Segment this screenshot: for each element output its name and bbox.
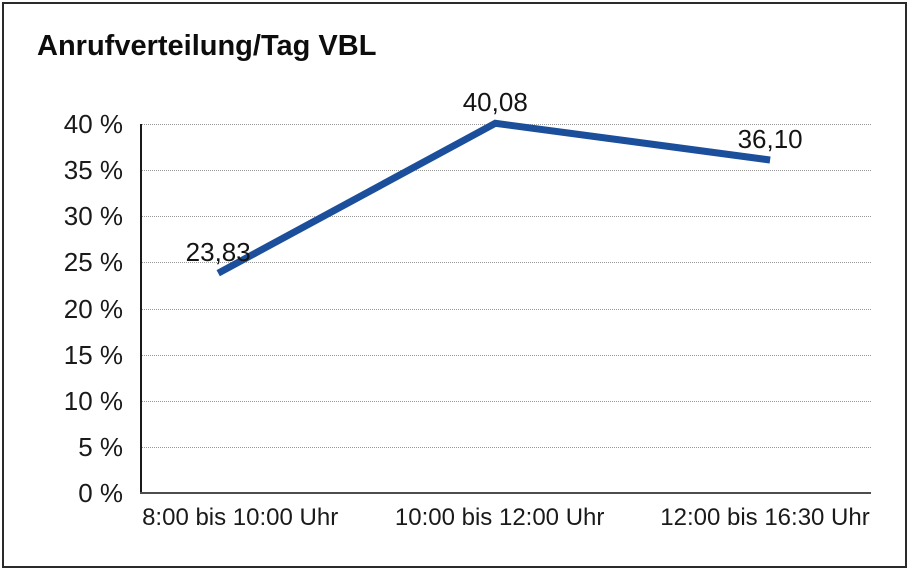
x-tick-label-3: 12:00 bis 16:30 Uhr <box>660 504 870 531</box>
gridline-20 <box>142 308 871 310</box>
gridline-15 <box>142 354 871 356</box>
gridline-30 <box>142 216 871 218</box>
y-tick-label-10: 10 % <box>63 385 123 416</box>
gridline-10 <box>142 400 871 402</box>
y-tick-label-25: 25 % <box>63 247 123 278</box>
data-label-1: 23,83 <box>185 237 251 268</box>
y-tick-label-40: 40 % <box>63 109 123 139</box>
y-tick-label-35: 35 % <box>63 155 123 186</box>
series-line <box>216 119 771 277</box>
y-tick-label-5: 5 % <box>78 431 123 462</box>
data-label-2: 40,08 <box>462 87 528 118</box>
chart-title: Anrufverteilung/Tag VBL <box>37 30 377 62</box>
x-tick-label-1: 8:00 bis 10:00 Uhr <box>142 504 339 531</box>
y-tick-label-20: 20 % <box>63 293 123 324</box>
gridline-35 <box>142 170 871 172</box>
gridline-5 <box>142 446 871 448</box>
y-tick-label-15: 15 % <box>63 339 123 370</box>
x-axis-line <box>140 492 871 494</box>
data-label-3: 36,10 <box>737 123 803 154</box>
x-tick-label-2: 10:00 bis 12:00 Uhr <box>394 504 605 531</box>
y-axis-line <box>140 124 142 493</box>
y-tick-label-0: 0 % <box>78 478 123 508</box>
y-tick-label-30: 30 % <box>63 201 123 232</box>
gridline-25 <box>142 262 871 264</box>
